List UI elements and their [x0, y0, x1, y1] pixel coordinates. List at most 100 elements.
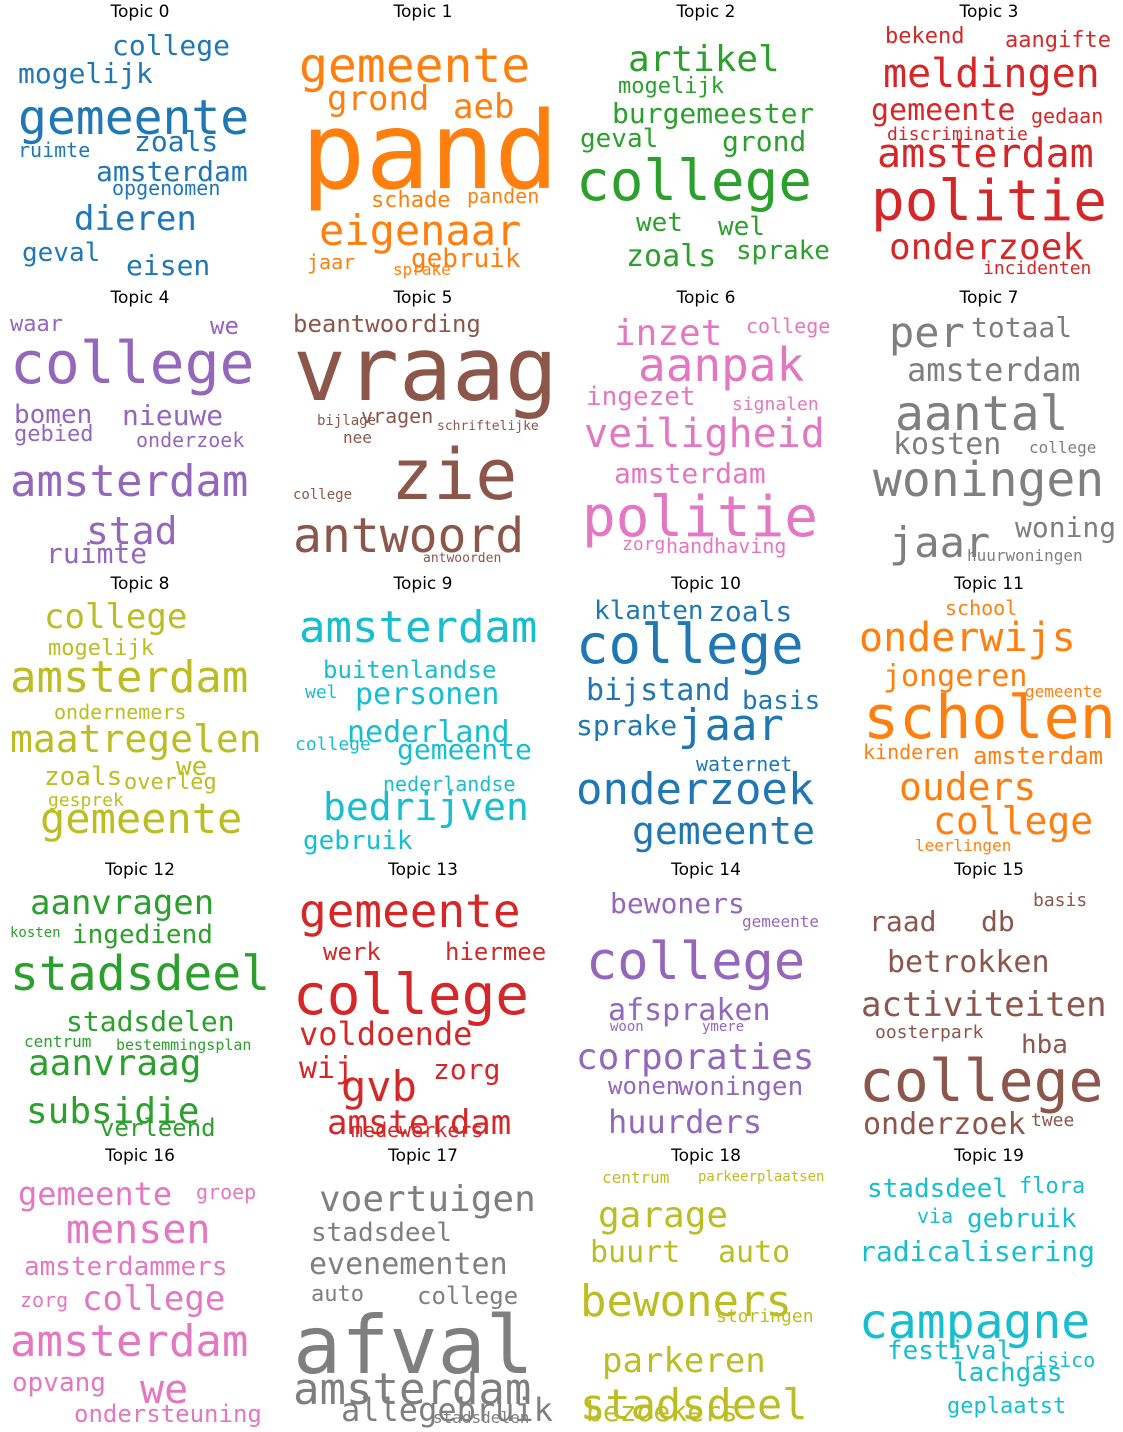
cloud-word: centrum: [24, 1032, 92, 1051]
topic-panel: aanvragen kosten ingediend stadsdeel stadsde…: [0, 858, 280, 1144]
cloud-word: campagne: [859, 1294, 1091, 1350]
cloud-word: college: [293, 963, 530, 1028]
topic-title: Topic 17: [388, 1146, 458, 1166]
cloud-word: wet: [636, 208, 683, 238]
cloud-word: hba: [1021, 1030, 1068, 1060]
word-cloud: voertuigen stadsdeel evenementen auto colleg…: [283, 1144, 563, 1430]
word-cloud: gemeente groep mensen amsterdammers zorg coll…: [0, 1144, 280, 1430]
cloud-word: college: [293, 487, 353, 503]
word-cloud: inzet college aanpak ingezet signalen veiligh…: [566, 286, 846, 572]
topic-panel: college mogelijk amsterdam ondernemers maatr…: [0, 572, 280, 858]
cloud-word: amsterdam: [299, 602, 538, 653]
cloud-word: ondersteuning: [74, 1400, 262, 1428]
cloud-word: klanten: [594, 596, 704, 626]
cloud-word: discriminatie: [887, 124, 1028, 145]
cloud-word: we: [210, 312, 239, 340]
topic-title: Topic 6: [676, 288, 736, 308]
cloud-word: gemeente: [40, 794, 243, 843]
cloud-word: kosten: [10, 925, 61, 941]
cloud-word: gesprek: [48, 790, 124, 811]
cloud-word: totaal: [971, 311, 1073, 344]
cloud-word: basis: [742, 686, 821, 716]
cloud-word: db: [981, 905, 1015, 938]
cloud-word: overleg: [124, 770, 217, 795]
cloud-word: stadsdeel: [10, 946, 271, 1002]
cloud-word: inzet: [614, 313, 723, 354]
cloud-word: stad: [86, 509, 178, 553]
word-cloud: per totaal amsterdam aantal kosten college won…: [849, 286, 1123, 572]
topic-panel: amsterdam buitenlandse wel personen nederlan…: [283, 572, 563, 858]
cloud-word: stadsdeel: [311, 1218, 452, 1248]
cloud-word: bezoekers: [586, 1395, 738, 1428]
cloud-word: stadsdeel: [867, 1174, 1008, 1204]
topic-title: Topic 15: [954, 860, 1024, 880]
cloud-word: jaar: [307, 250, 356, 274]
cloud-word: onderzoek: [863, 1107, 1026, 1142]
cloud-word: bewoners: [580, 1276, 792, 1327]
cloud-word: zoals: [134, 125, 219, 158]
cloud-word: college: [417, 1282, 519, 1310]
word-cloud: basis raad db betrokken activiteiten oosterpa…: [849, 858, 1123, 1144]
word-cloud: school onderwijs jongeren gemeente scholen ki…: [849, 572, 1123, 858]
cloud-word: politie: [871, 169, 1108, 234]
cloud-word: corporaties: [576, 1037, 815, 1078]
cloud-word: zorg: [433, 1053, 501, 1086]
cloud-word: per: [889, 308, 965, 357]
cloud-word: beantwoording: [293, 310, 481, 338]
cloud-word: onderzoek: [136, 428, 245, 452]
cloud-word: aanvraag: [28, 1043, 202, 1084]
cloud-word: nieuwe: [122, 399, 224, 432]
cloud-word: huurders: [608, 1103, 763, 1141]
cloud-word: burgemeester: [612, 97, 815, 130]
cloud-word: stadsdeel: [580, 1380, 808, 1429]
cloud-word: bijstand: [586, 673, 731, 708]
cloud-word: subsidie: [26, 1091, 200, 1132]
cloud-word: groep: [196, 1180, 257, 1204]
cloud-word: college: [82, 1279, 226, 1319]
cloud-word: woon: [610, 1019, 644, 1035]
cloud-word: aanpak: [638, 338, 805, 392]
cloud-word: amsterdam: [10, 456, 249, 507]
cloud-word: amsterdam: [877, 131, 1094, 177]
word-cloud: aanvragen kosten ingediend stadsdeel stadsde…: [0, 858, 280, 1144]
word-cloud: artikel mogelijk burgemeester geval grond col…: [566, 0, 846, 286]
cloud-word: radicalisering: [859, 1235, 1096, 1268]
cloud-word: betrokken: [887, 945, 1050, 980]
cloud-word: kosten: [893, 427, 1002, 462]
cloud-word: nederlandse: [383, 772, 516, 796]
topic-panel: bekend aangifte meldingen gemeente gedaan dis…: [849, 0, 1123, 286]
cloud-word: gemeente: [18, 1175, 173, 1213]
cloud-word: parkeren: [602, 1341, 766, 1381]
cloud-word: gemeente: [299, 38, 531, 94]
word-cloud: gemeente college mogelijk zoals ruimte amster…: [0, 0, 280, 286]
cloud-word: via: [917, 1204, 954, 1228]
topic-panel: voertuigen stadsdeel evenementen auto colleg…: [283, 1144, 563, 1430]
cloud-word: school: [945, 596, 1018, 620]
cloud-word: geval: [580, 124, 659, 154]
cloud-word: storingen: [716, 1306, 814, 1327]
word-cloud: gemeente grond aeb pand schade panden eigenaar…: [283, 0, 563, 286]
topic-title: Topic 14: [671, 860, 741, 880]
word-cloud: bewoners gemeente college afspraken woon ymer…: [566, 858, 846, 1144]
cloud-word: opvang: [12, 1368, 106, 1398]
cloud-word: amsterdam: [907, 351, 1081, 389]
cloud-word: mogelijk: [618, 74, 724, 99]
cloud-word: afspraken: [608, 993, 771, 1028]
cloud-word: festival: [887, 1336, 1013, 1366]
cloud-word: amsterdam: [973, 742, 1104, 770]
topic-title: Topic 19: [954, 1146, 1024, 1166]
cloud-word: ingezet: [586, 382, 696, 412]
cloud-word: sprake: [736, 236, 830, 266]
topic-panel: stadsdeel flora via gebruik radicalisering ca…: [849, 1144, 1123, 1430]
cloud-word: gemeente: [871, 93, 1016, 128]
cloud-word: stadsdelen: [66, 1005, 235, 1038]
cloud-word: parkeerplaatsen: [698, 1169, 825, 1185]
cloud-word: amsterdam: [327, 1103, 512, 1143]
topic-panel: klanten zoals college bijstand basis sprake ja…: [566, 572, 846, 858]
cloud-word: oosterpark: [875, 1022, 984, 1043]
cloud-word: risico: [1023, 1348, 1096, 1372]
topic-title: Topic 3: [959, 2, 1019, 22]
cloud-word: amsterdam: [614, 457, 766, 490]
cloud-word: artikel: [628, 39, 780, 80]
